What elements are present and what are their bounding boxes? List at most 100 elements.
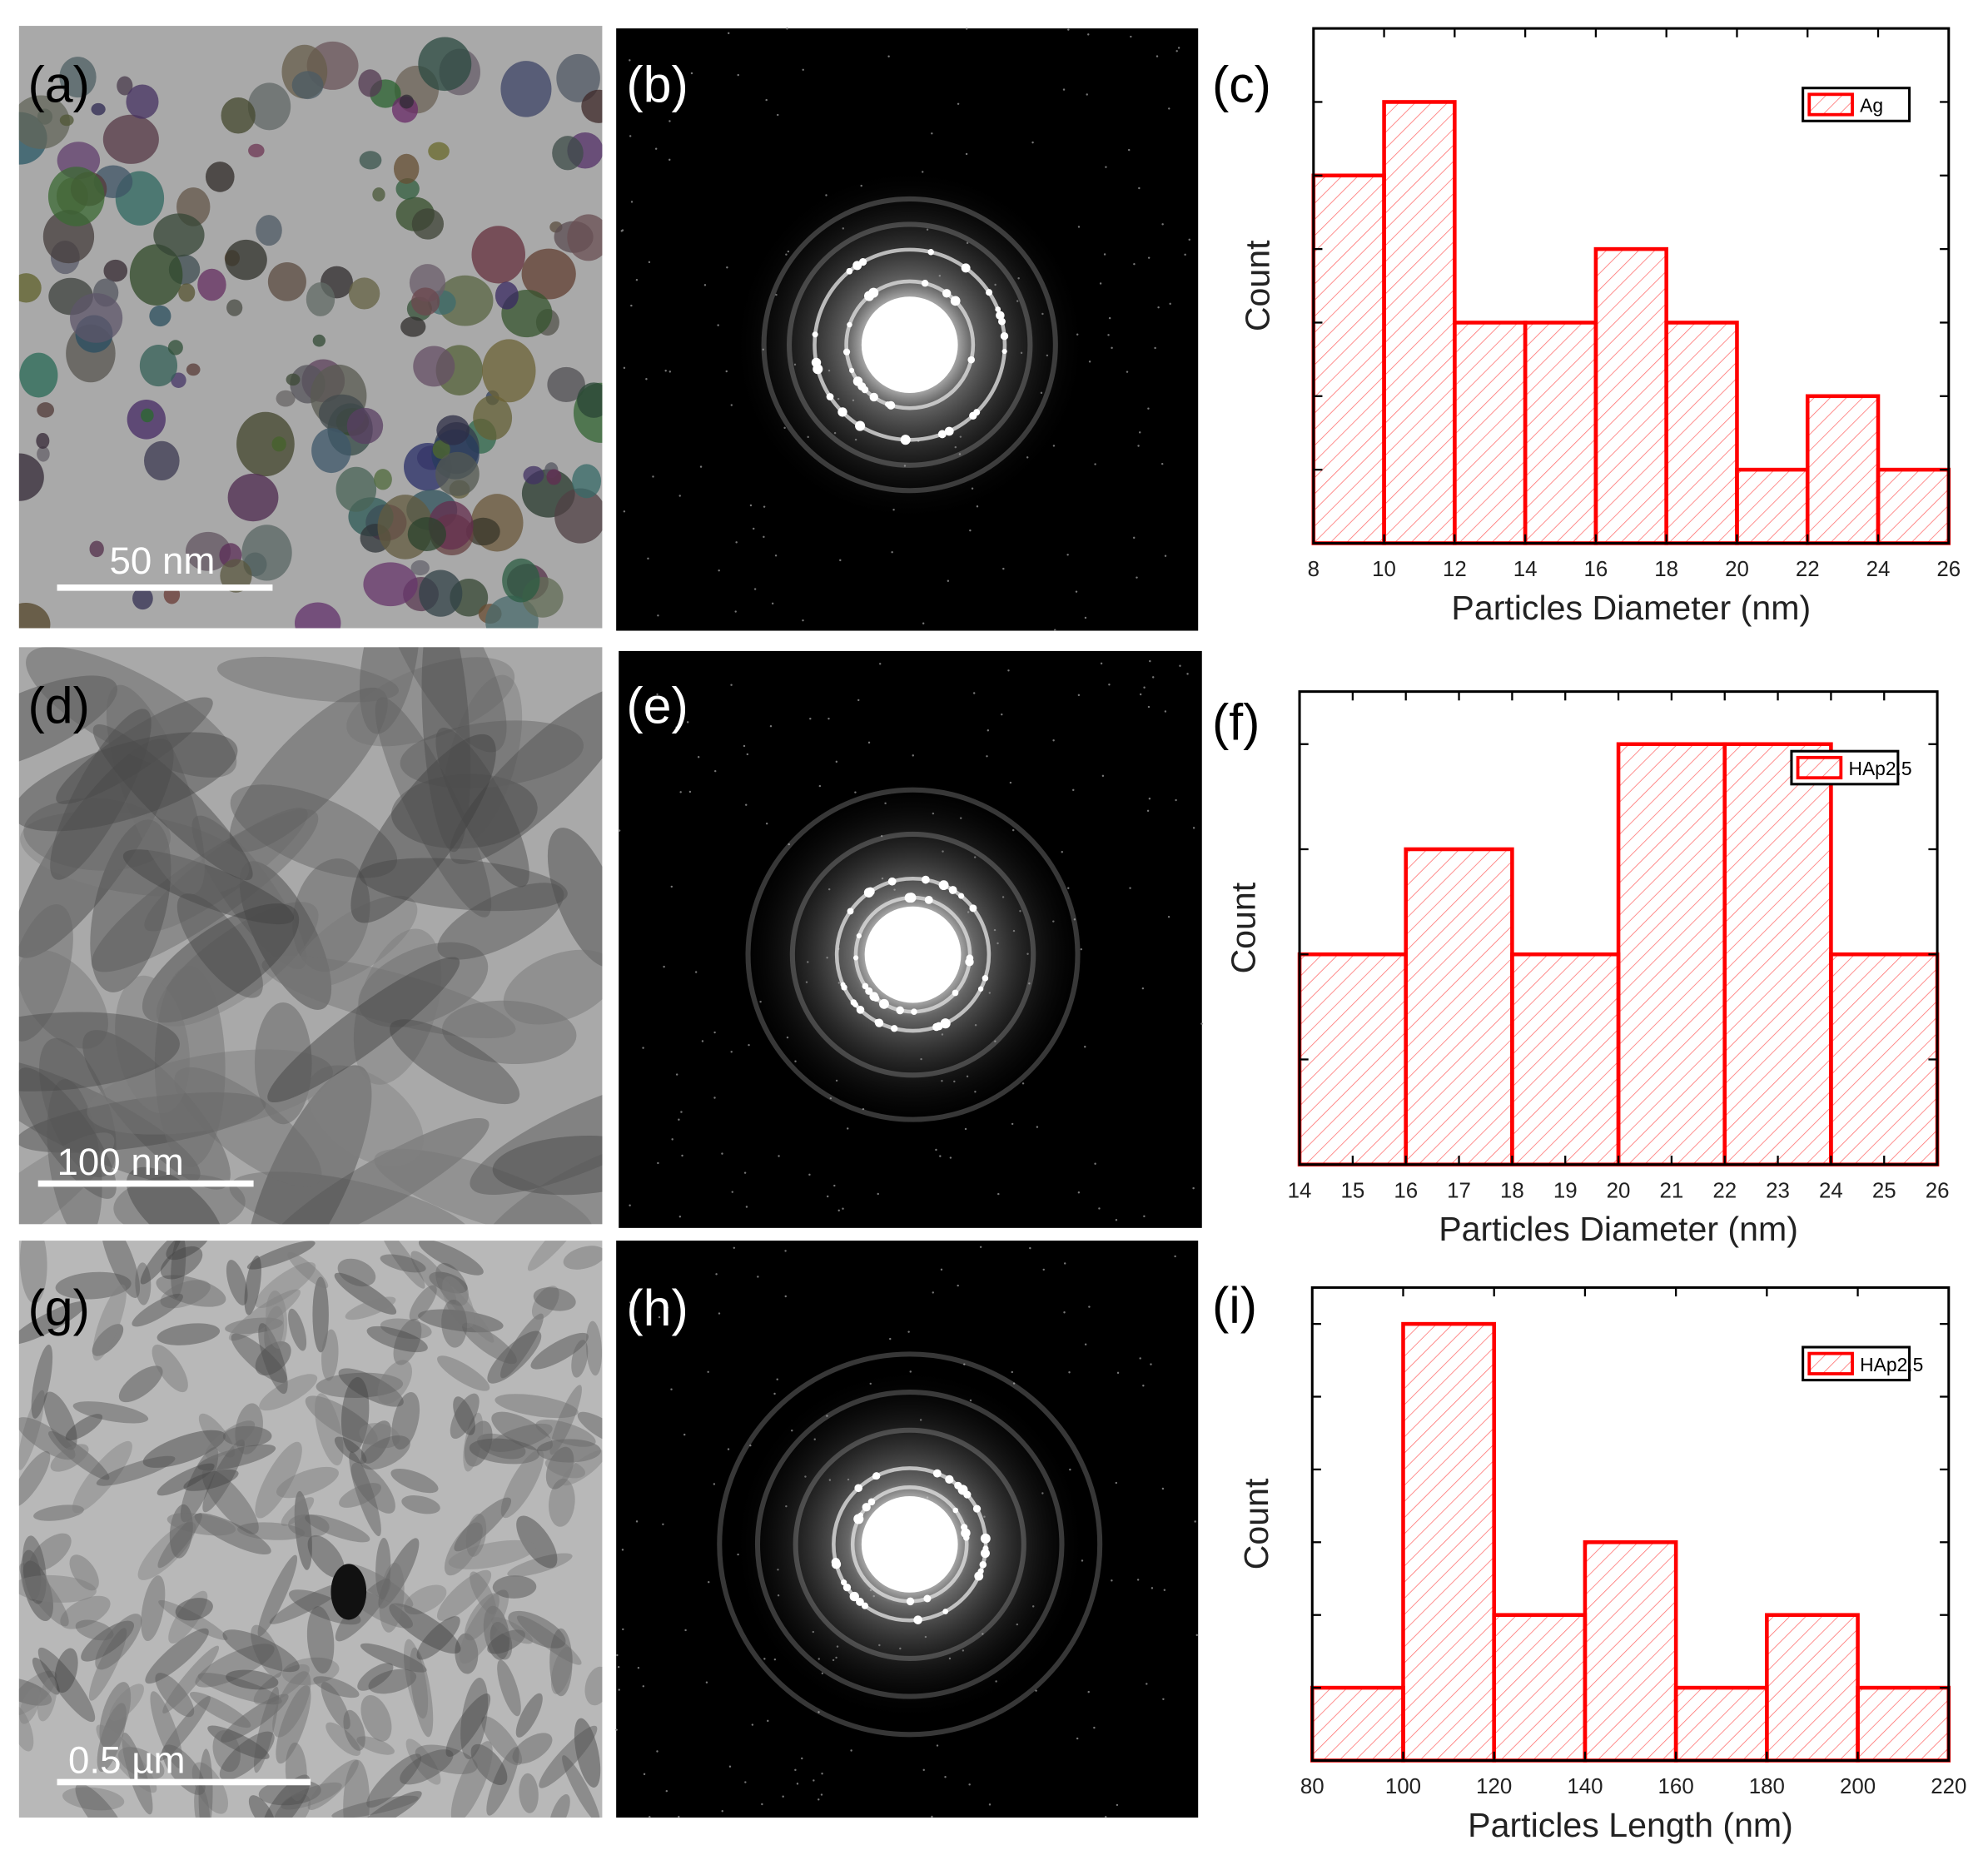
bar <box>1673 1685 1769 1763</box>
crystal <box>132 1293 183 1327</box>
crystal <box>31 1344 53 1419</box>
x-axis-label: Particles Diameter (nm) <box>1451 589 1811 627</box>
crystal <box>156 1275 226 1307</box>
nanoparticle <box>502 558 540 603</box>
crystal <box>359 1423 400 1449</box>
speckle <box>713 1031 716 1034</box>
x-tick-label: 180 <box>1749 1775 1785 1798</box>
crystal <box>560 1450 603 1486</box>
speckle <box>725 370 728 373</box>
diffraction-spot <box>852 1002 858 1007</box>
speckle <box>1111 1579 1113 1582</box>
crystal <box>47 1079 102 1225</box>
speckle <box>1160 462 1164 465</box>
nanoparticle <box>572 464 602 499</box>
crystal <box>18 732 238 832</box>
speckle <box>935 1148 937 1151</box>
crystal <box>255 1261 316 1308</box>
speckle <box>708 1580 710 1584</box>
crystal <box>331 1795 419 1818</box>
crystal <box>334 1436 367 1464</box>
nanoparticle <box>465 517 500 546</box>
crystal <box>20 811 250 898</box>
crystal <box>237 1522 306 1540</box>
speckle <box>713 1483 716 1485</box>
speckle <box>1200 1022 1203 1025</box>
nanoparticle <box>547 366 585 403</box>
crystal <box>380 1241 425 1289</box>
crystal <box>272 1671 311 1738</box>
crystal <box>360 1694 392 1742</box>
crystal <box>448 1539 536 1569</box>
crystal <box>360 1420 391 1464</box>
bar <box>1593 246 1668 545</box>
speckle <box>618 1688 620 1691</box>
speckle <box>678 495 681 497</box>
crystal <box>500 1449 544 1519</box>
crystal <box>126 1166 223 1225</box>
panel-label: (d) <box>28 678 90 734</box>
crystal <box>377 1360 412 1405</box>
crystal <box>429 1271 468 1294</box>
crystal <box>99 1682 132 1748</box>
crystal <box>72 1440 132 1514</box>
tem-background <box>18 647 603 1225</box>
crystal <box>389 1603 461 1654</box>
nanoparticle <box>311 428 351 474</box>
speckle <box>1186 673 1189 675</box>
nanoparticle <box>554 488 603 544</box>
x-tick-label: 120 <box>1476 1775 1512 1798</box>
crystal <box>168 1590 208 1644</box>
speckle <box>743 1171 747 1174</box>
speckle <box>1066 554 1069 556</box>
speckle <box>922 622 925 624</box>
crystal <box>453 1396 475 1435</box>
nanoparticle <box>47 167 105 226</box>
tem-image <box>18 26 603 629</box>
crystal <box>23 798 171 871</box>
crystal <box>495 1394 579 1419</box>
nanoparticle <box>335 466 377 512</box>
speckle <box>922 1768 925 1772</box>
diffraction-spot <box>862 1503 871 1512</box>
tem-features <box>18 1241 603 1818</box>
diffraction-spot <box>916 1617 922 1623</box>
crystal <box>267 957 460 1103</box>
speckle <box>635 1520 639 1523</box>
diffraction-spot <box>942 1609 949 1614</box>
diffraction-spot <box>977 986 984 992</box>
speckle <box>972 692 976 694</box>
crystal <box>195 1644 275 1688</box>
crystal <box>357 1663 394 1691</box>
crystal <box>75 1619 114 1641</box>
diffraction-ring <box>834 876 992 1033</box>
speckle <box>1130 35 1132 38</box>
speckle <box>721 1810 723 1813</box>
speckle <box>1098 1207 1101 1210</box>
crystal <box>380 1318 432 1340</box>
x-tick-label: 18 <box>1654 558 1678 581</box>
speckle <box>1084 616 1087 619</box>
crystal <box>405 1738 441 1785</box>
speckle <box>1179 664 1181 667</box>
central-beam <box>861 296 958 393</box>
speckle <box>969 529 972 532</box>
diffraction-ring <box>717 1351 1103 1738</box>
crystal <box>379 1562 405 1633</box>
crystal <box>393 1318 422 1365</box>
crystal <box>174 1067 322 1187</box>
crystal <box>491 1411 553 1451</box>
crystal <box>157 1513 202 1569</box>
speckle <box>821 1773 823 1775</box>
crystal <box>95 1614 142 1670</box>
micrographs <box>18 26 1203 1818</box>
speckle <box>652 475 654 478</box>
scale-bar-label: 50 nm <box>109 540 215 582</box>
diffraction-spot <box>986 289 993 296</box>
speckle <box>730 684 733 686</box>
diffraction-spot <box>831 1559 842 1569</box>
speckle <box>642 1047 644 1049</box>
crystal <box>281 1497 315 1526</box>
crystal <box>191 815 307 970</box>
diffraction-spot <box>945 1475 954 1484</box>
